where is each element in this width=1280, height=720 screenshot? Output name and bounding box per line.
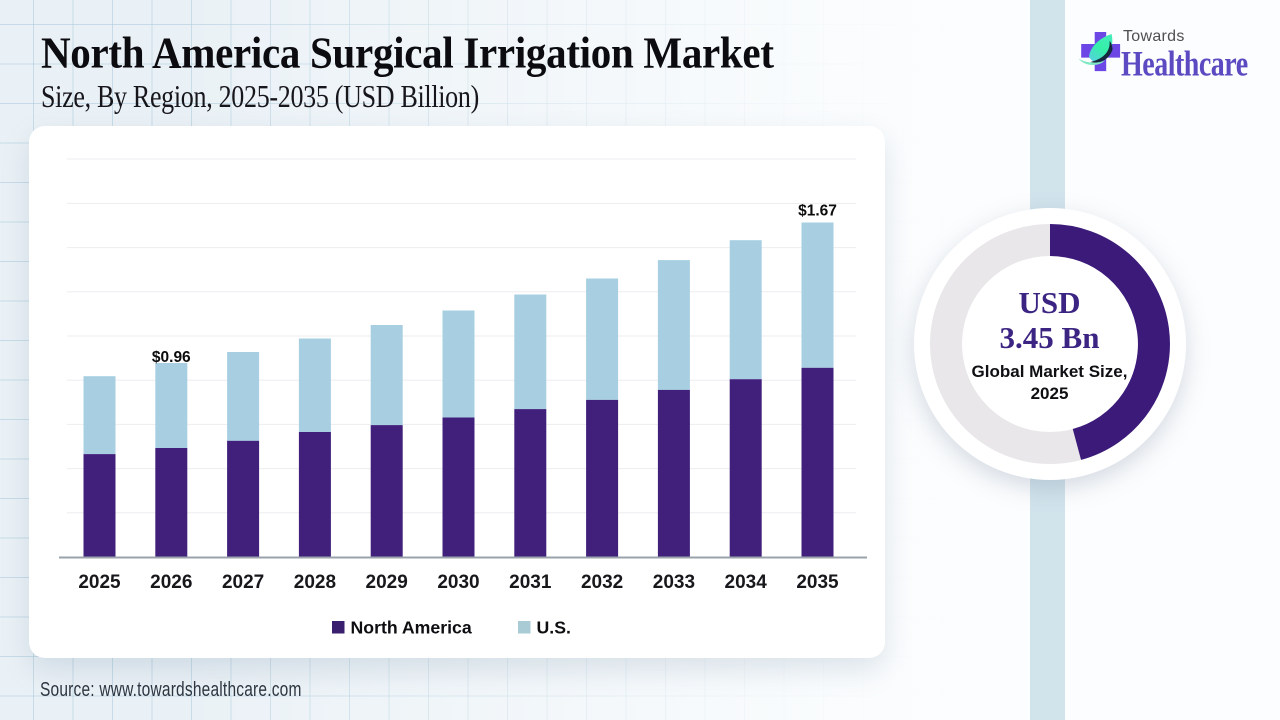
- svg-text:2033: 2033: [653, 572, 695, 593]
- svg-text:2028: 2028: [294, 572, 336, 593]
- svg-text:2034: 2034: [725, 572, 768, 593]
- svg-text:2025: 2025: [78, 572, 121, 593]
- svg-text:North America: North America: [351, 618, 472, 638]
- svg-text:2030: 2030: [437, 572, 479, 593]
- svg-text:2031: 2031: [509, 572, 552, 593]
- svg-text:U.S.: U.S.: [537, 618, 571, 638]
- svg-text:2026: 2026: [150, 572, 192, 593]
- svg-text:2035: 2035: [796, 572, 839, 593]
- svg-text:$0.96: $0.96: [152, 349, 191, 366]
- svg-text:2027: 2027: [222, 572, 264, 593]
- svg-text:$1.67: $1.67: [798, 203, 837, 220]
- svg-text:2029: 2029: [366, 572, 408, 593]
- svg-text:2032: 2032: [581, 572, 623, 593]
